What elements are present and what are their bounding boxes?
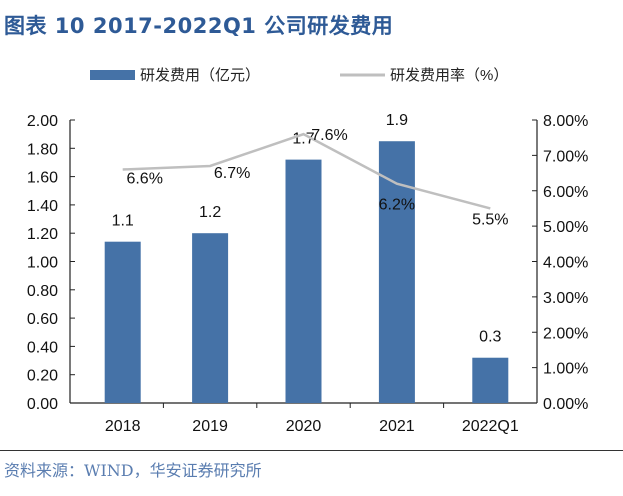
chart-svg: 研发费用（亿元） 研发费用率（%） 0.00 0.20 0.40 0.60 0.80 1.00… <box>27 67 589 435</box>
rate-value-label: 7.6% <box>311 127 347 144</box>
bar-2018 <box>104 241 141 403</box>
legend-line-label: 研发费用率（%） <box>390 67 508 84</box>
bar-value-label: 0.3 <box>479 329 501 346</box>
bar-2021 <box>378 141 415 403</box>
left-tick-label: 0.60 <box>27 311 58 328</box>
x-tick-label: 2020 <box>286 418 322 435</box>
left-tick-label: 0.20 <box>27 368 58 385</box>
rate-value-label: 6.6% <box>126 171 162 188</box>
rate-value-label: 5.5% <box>472 211 508 228</box>
right-tick-label: 1.00% <box>543 361 588 378</box>
rate-value-label: 6.7% <box>214 165 250 182</box>
source-note: 资料来源：WIND，华安证券研究所 <box>4 461 262 480</box>
bar-2019 <box>192 233 229 403</box>
right-tick-label: 0.00% <box>543 396 588 413</box>
left-tick-label: 2.00 <box>27 113 58 130</box>
bar-2020 <box>285 159 322 403</box>
chart-title: 图表 10 2017-2022Q1 公司研发费用 <box>4 14 394 38</box>
legend-bar-label: 研发费用（亿元） <box>140 67 260 84</box>
x-tick-label: 2022Q1 <box>462 418 519 435</box>
x-tick-label: 2021 <box>379 418 415 435</box>
left-tick-label: 1.00 <box>27 255 58 272</box>
right-tick-label: 3.00% <box>543 290 588 307</box>
left-tick-label: 1.40 <box>27 198 58 215</box>
bar-value-label: 1.2 <box>199 204 221 221</box>
left-tick-label: 1.60 <box>27 170 58 187</box>
left-tick-label: 1.80 <box>27 141 58 158</box>
right-tick-label: 8.00% <box>543 113 588 130</box>
left-tick-label: 0.40 <box>27 339 58 356</box>
x-tick-label: 2019 <box>192 418 228 435</box>
x-tick-label: 2018 <box>105 418 141 435</box>
bar-value-label: 1.9 <box>386 112 408 129</box>
right-tick-label: 5.00% <box>543 219 588 236</box>
rate-value-label: 6.2% <box>379 197 415 214</box>
legend-bar-swatch <box>90 70 135 80</box>
left-tick-label: 0.80 <box>27 283 58 300</box>
bar-2022Q1 <box>472 357 509 403</box>
right-tick-label: 2.00% <box>543 325 588 342</box>
bar-value-label: 1.1 <box>112 213 134 230</box>
right-tick-label: 6.00% <box>543 184 588 201</box>
left-tick-label: 1.20 <box>27 226 58 243</box>
left-tick-label: 0.00 <box>27 396 58 413</box>
right-tick-label: 4.00% <box>543 255 588 272</box>
divider <box>0 450 623 451</box>
right-tick-label: 7.00% <box>543 148 588 165</box>
